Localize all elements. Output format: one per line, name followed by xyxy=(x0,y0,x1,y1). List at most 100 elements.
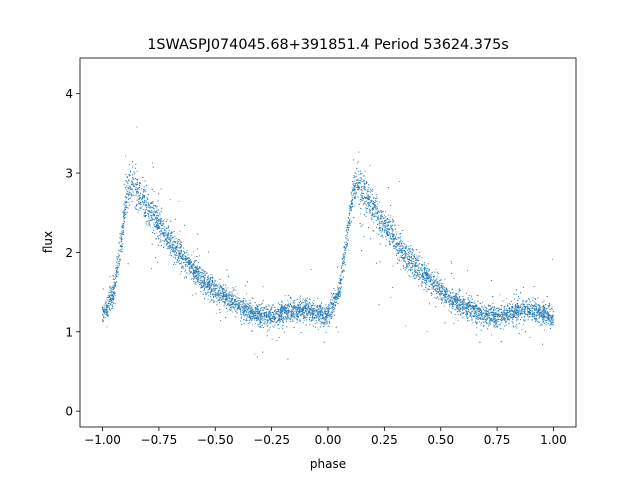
data-point xyxy=(261,303,263,305)
data-point xyxy=(407,271,409,273)
data-point xyxy=(551,306,553,308)
data-point xyxy=(359,200,361,202)
data-point xyxy=(461,317,463,319)
data-point xyxy=(125,211,127,213)
data-point xyxy=(184,265,186,267)
data-point xyxy=(172,235,174,237)
data-point xyxy=(188,268,190,270)
data-point xyxy=(224,301,227,303)
data-point xyxy=(203,275,205,277)
data-point xyxy=(147,224,149,226)
data-point xyxy=(499,294,501,296)
data-point xyxy=(399,238,401,240)
data-point xyxy=(432,290,435,292)
data-point xyxy=(169,240,171,242)
data-point xyxy=(404,325,406,327)
data-point xyxy=(323,320,325,322)
data-point xyxy=(243,322,245,324)
data-point xyxy=(399,247,401,249)
data-point xyxy=(174,235,176,238)
data-point xyxy=(145,191,147,193)
data-point xyxy=(109,294,111,296)
data-point xyxy=(394,224,396,226)
data-point xyxy=(291,308,293,310)
data-point xyxy=(457,294,459,296)
data-point xyxy=(476,327,478,329)
data-point xyxy=(238,300,240,302)
data-point xyxy=(153,190,155,192)
data-point xyxy=(496,310,498,312)
data-point xyxy=(270,309,272,311)
data-point xyxy=(142,190,145,192)
data-point xyxy=(247,310,249,312)
data-point xyxy=(388,242,390,244)
data-point xyxy=(468,320,470,322)
data-point xyxy=(271,338,273,340)
data-point xyxy=(244,297,246,300)
data-point xyxy=(344,263,346,266)
data-point xyxy=(506,303,508,305)
data-point xyxy=(471,315,473,317)
data-point xyxy=(152,202,154,204)
data-point xyxy=(232,296,234,298)
data-point xyxy=(373,222,375,224)
data-point xyxy=(164,226,166,228)
data-point xyxy=(534,297,536,299)
data-point xyxy=(379,230,381,232)
data-point xyxy=(227,287,229,289)
data-point xyxy=(551,258,554,260)
data-point xyxy=(302,302,304,304)
data-point xyxy=(181,263,183,265)
data-point xyxy=(148,218,150,220)
data-point xyxy=(400,236,402,238)
data-point xyxy=(420,266,422,268)
data-point xyxy=(249,304,251,307)
data-point xyxy=(124,216,126,218)
data-point xyxy=(360,213,362,215)
data-point xyxy=(517,317,519,319)
data-point xyxy=(212,300,214,302)
data-point xyxy=(333,310,335,312)
data-point xyxy=(543,329,545,331)
data-point xyxy=(118,243,120,245)
data-point xyxy=(472,322,474,324)
data-point xyxy=(470,296,472,298)
data-point xyxy=(115,261,117,263)
data-point xyxy=(309,306,311,308)
data-point xyxy=(209,302,211,304)
data-point xyxy=(106,299,108,301)
data-point xyxy=(279,304,281,306)
data-point xyxy=(196,265,198,268)
data-point xyxy=(470,295,472,297)
data-point xyxy=(355,196,357,198)
data-point xyxy=(413,257,415,259)
data-point xyxy=(284,313,286,315)
data-point xyxy=(550,319,552,322)
data-point xyxy=(431,286,433,288)
data-point xyxy=(156,232,158,234)
data-point xyxy=(270,313,273,315)
data-point xyxy=(412,275,414,277)
data-point xyxy=(426,330,428,333)
data-point xyxy=(176,252,178,254)
data-point xyxy=(126,185,128,187)
data-point xyxy=(255,322,257,324)
data-point xyxy=(372,229,374,231)
data-point xyxy=(357,196,359,198)
data-point xyxy=(348,214,350,216)
data-point xyxy=(503,328,505,330)
data-point xyxy=(448,310,450,312)
data-point xyxy=(255,311,257,313)
data-point xyxy=(430,295,432,297)
data-point xyxy=(215,283,218,285)
data-point xyxy=(351,187,353,189)
data-point xyxy=(337,289,339,291)
data-point xyxy=(281,301,284,304)
data-point xyxy=(246,293,248,295)
data-point xyxy=(552,308,554,310)
data-point xyxy=(250,314,253,316)
data-point xyxy=(265,312,267,314)
data-point xyxy=(133,194,135,197)
data-point xyxy=(113,281,115,283)
